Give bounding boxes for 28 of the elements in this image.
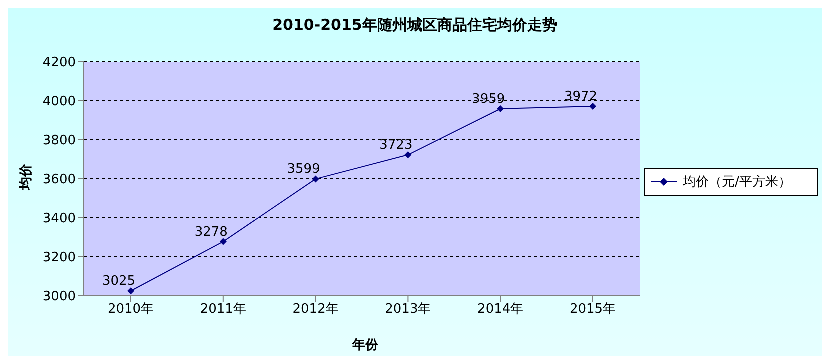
point xyxy=(497,105,504,112)
point xyxy=(590,102,596,110)
y-tick-label: 4000 xyxy=(42,94,76,110)
x-tick-label: 2013年 xyxy=(385,302,432,318)
point xyxy=(128,288,134,295)
data-label: 3972 xyxy=(564,89,598,104)
x-tick-label: 2014年 xyxy=(478,302,524,318)
x-tick-label: 2012年 xyxy=(292,302,339,318)
data-label: 3278 xyxy=(194,224,228,240)
data-label: 3599 xyxy=(287,162,320,178)
y-tick-label: 3400 xyxy=(42,212,76,227)
point xyxy=(404,152,412,159)
data-label: 3025 xyxy=(102,274,136,290)
y-tick-label: 3000 xyxy=(42,290,76,305)
legend-label: 均价（元/平方米） xyxy=(683,174,792,191)
point xyxy=(312,176,320,183)
y-axis-title: 均价 xyxy=(18,163,35,192)
y-tick-label: 3800 xyxy=(42,134,76,149)
x-tick-label: 2015年 xyxy=(570,302,616,318)
x-tick-label: 2011年 xyxy=(200,302,246,318)
y-tick-label: 4200 xyxy=(42,56,76,71)
y-tick-label: 3600 xyxy=(42,172,76,188)
data-label: 3959 xyxy=(472,92,506,107)
y-tick-label: 3200 xyxy=(42,250,76,266)
x-axis-title: 年份 xyxy=(351,337,380,354)
chart-title: 2010-2015年随州城区商品住宅均价走势 xyxy=(272,16,558,35)
x-tick-label: 2010年 xyxy=(108,302,154,318)
point xyxy=(220,238,227,246)
